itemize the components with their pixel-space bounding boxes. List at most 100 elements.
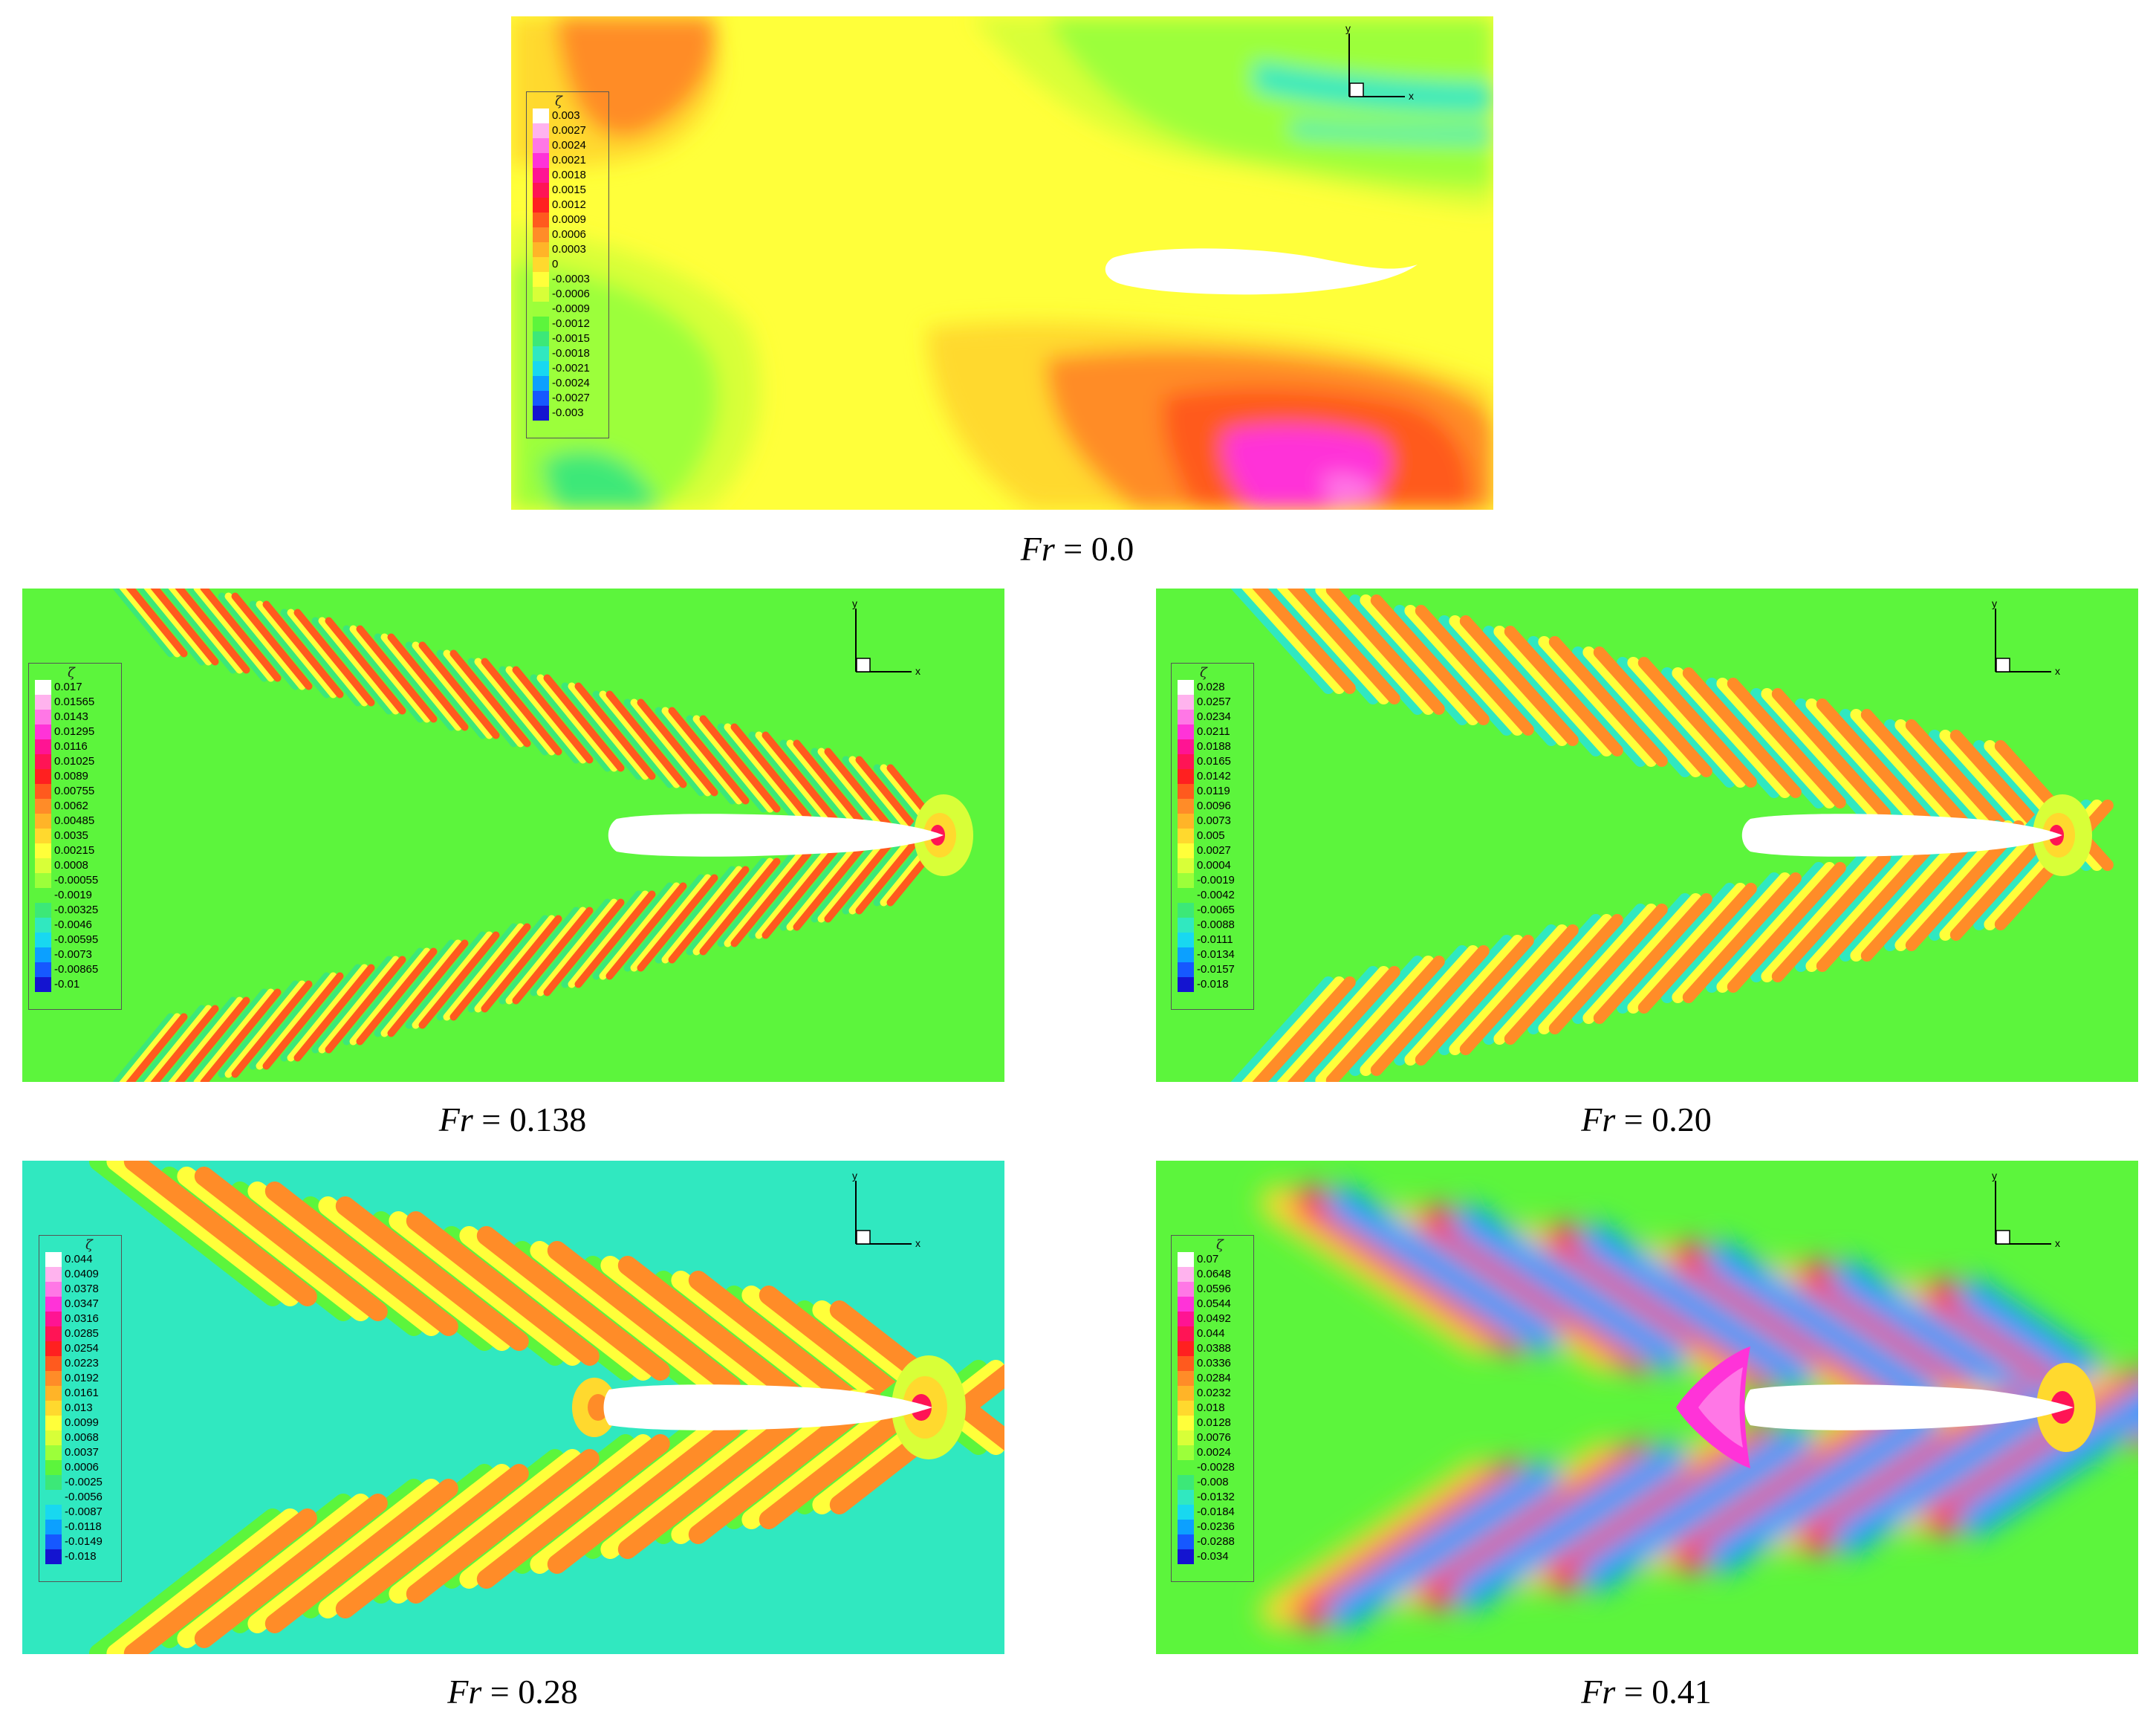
legend-swatch bbox=[45, 1460, 62, 1475]
legend-swatch bbox=[533, 138, 549, 153]
legend-swatch bbox=[1178, 1371, 1194, 1386]
wave-crest-stripe bbox=[459, 1434, 653, 1589]
legend-swatch bbox=[1178, 1520, 1194, 1534]
wave-crest-stripe bbox=[1438, 615, 1557, 746]
wave-crest-stripe bbox=[1850, 709, 1970, 840]
wave-crest-stripe bbox=[1672, 872, 1791, 1003]
wave-crest-stripe bbox=[280, 609, 362, 707]
wave-crest-stripe bbox=[1704, 1241, 1941, 1410]
legend-swatch bbox=[35, 947, 51, 962]
wave-crest-stripe bbox=[1572, 893, 1691, 1024]
legend-level-value: 0.01295 bbox=[54, 725, 95, 738]
caption-fr-020: Fr = 0.20 bbox=[1498, 1100, 1795, 1139]
wave-crest-stripe bbox=[200, 988, 282, 1082]
legend-level-value: -0.0046 bbox=[54, 918, 92, 931]
wave-crest-stripe bbox=[126, 589, 188, 658]
caption-variable: Fr bbox=[1020, 530, 1055, 568]
wave-crest-stripe bbox=[1816, 841, 1935, 972]
wave-crest-stripe bbox=[1230, 589, 1334, 694]
legend-level-value: 0.018 bbox=[1197, 1401, 1225, 1414]
wave-crest-stripe bbox=[1370, 594, 1490, 725]
wave-crest-stripe bbox=[161, 589, 237, 674]
axis-label-y: y bbox=[1992, 597, 1997, 609]
legend-swatch bbox=[45, 1341, 62, 1356]
legend-swatch bbox=[533, 331, 549, 346]
legend-level-value: -0.008 bbox=[1197, 1476, 1229, 1488]
legend-level-value: -0.003 bbox=[552, 406, 584, 419]
legend-swatch bbox=[533, 198, 549, 213]
wave-crest-stripe bbox=[1850, 831, 1970, 962]
wave-crest-stripe bbox=[418, 641, 500, 739]
wave-crest-stripe bbox=[262, 600, 344, 698]
wave-crest-stripe bbox=[1527, 904, 1646, 1034]
wave-crest-stripe bbox=[1572, 646, 1691, 777]
legend-level-value: 0.0035 bbox=[54, 829, 88, 842]
wave-crest-stripe bbox=[405, 641, 487, 739]
wave-crest-stripe bbox=[499, 907, 580, 1005]
wave-crest-stripe bbox=[436, 649, 518, 748]
caption-fr-028: Fr = 0.28 bbox=[364, 1672, 661, 1711]
wave-crest-stripe bbox=[467, 915, 549, 1013]
wave-crest-stripe bbox=[231, 980, 313, 1078]
legend-level-value: 0 bbox=[552, 258, 559, 270]
legend-level-value: -0.0065 bbox=[1197, 904, 1235, 916]
wave-crest-stripe bbox=[449, 923, 531, 1021]
wave-crest-stripe bbox=[119, 589, 181, 658]
wave-crest-stripe bbox=[1459, 615, 1579, 746]
wave-crest-stripe bbox=[119, 1013, 181, 1082]
wave-crest-stripe bbox=[1287, 966, 1400, 1082]
wave-crest-stripe bbox=[231, 592, 313, 690]
wave-crest-stripe bbox=[230, 1479, 423, 1633]
legend-level-value: -0.0027 bbox=[552, 392, 590, 404]
wave-crest-stripe bbox=[301, 1464, 494, 1618]
wave-crest-stripe bbox=[547, 1241, 741, 1396]
legend-swatch bbox=[1178, 1356, 1194, 1371]
legend-swatch bbox=[1178, 933, 1194, 947]
legend-swatch bbox=[35, 725, 51, 739]
wave-crest-stripe bbox=[1241, 976, 1345, 1082]
legend-swatch bbox=[1178, 1416, 1194, 1430]
wave-crest-stripe bbox=[1404, 605, 1524, 736]
legend-swatch bbox=[1178, 680, 1194, 695]
wave-crest-stripe bbox=[247, 1479, 441, 1633]
wave-crest-stripe bbox=[175, 996, 250, 1082]
legend-swatch bbox=[45, 1534, 62, 1549]
contour-panel-fr-0138: ζ 0.017 0.01565 0.0143 0.01295 0.0116 0.01025… bbox=[22, 589, 1004, 1082]
legend-level-value: -0.0118 bbox=[65, 1520, 102, 1533]
axis-label-y: y bbox=[1992, 1170, 1997, 1181]
wave-crest-stripe bbox=[1349, 945, 1468, 1076]
contour-panel-fr-0: ζ 0.003 0.0027 0.0024 0.0021 0.0018 0.0015 0.0… bbox=[511, 16, 1493, 510]
wave-crest-stripe bbox=[168, 996, 244, 1082]
wave-crest-stripe bbox=[193, 589, 275, 682]
wave-crest-stripe bbox=[1727, 862, 1846, 993]
legend-level-value: 0.0004 bbox=[1197, 859, 1231, 872]
legend-swatch bbox=[45, 1416, 62, 1430]
legend-level-value: 0.0015 bbox=[552, 184, 586, 196]
wave-crest-stripe bbox=[481, 658, 562, 756]
wave-crest-stripe bbox=[755, 731, 837, 829]
legend-level-value: 0.0018 bbox=[552, 169, 586, 181]
wave-crest-stripe bbox=[1840, 831, 1958, 962]
wave-crest-stripe bbox=[150, 1005, 219, 1082]
wave-crest-stripe bbox=[568, 890, 649, 988]
wave-crest-stripe bbox=[1394, 605, 1513, 736]
legend-level-value: -0.0019 bbox=[54, 889, 92, 901]
legend-swatch bbox=[45, 1520, 62, 1534]
legend-level-value: 0.0128 bbox=[1197, 1416, 1231, 1429]
wave-crest-stripe bbox=[748, 841, 830, 939]
wave-crest-stripe bbox=[692, 858, 774, 956]
axis-label-x: x bbox=[1409, 90, 1414, 102]
wave-crest-stripe bbox=[481, 915, 562, 1013]
wave-crest-stripe bbox=[371, 1211, 565, 1366]
wave-crest-stripe bbox=[1637, 883, 1757, 1014]
wave-crest-stripe bbox=[1830, 1386, 2067, 1555]
wave-crest-stripe bbox=[686, 858, 767, 956]
legend-level-value: -0.0003 bbox=[552, 273, 590, 285]
wave-crest-stripe bbox=[505, 907, 587, 1005]
legend-level-value: -0.0018 bbox=[552, 347, 590, 360]
axis-label-x: x bbox=[915, 1237, 920, 1249]
wave-crest-stripe bbox=[1325, 589, 1445, 715]
wave-crest-stripe bbox=[443, 649, 525, 748]
caption-variable: Fr bbox=[438, 1101, 473, 1138]
legend-level-value: 0.00755 bbox=[54, 785, 95, 797]
